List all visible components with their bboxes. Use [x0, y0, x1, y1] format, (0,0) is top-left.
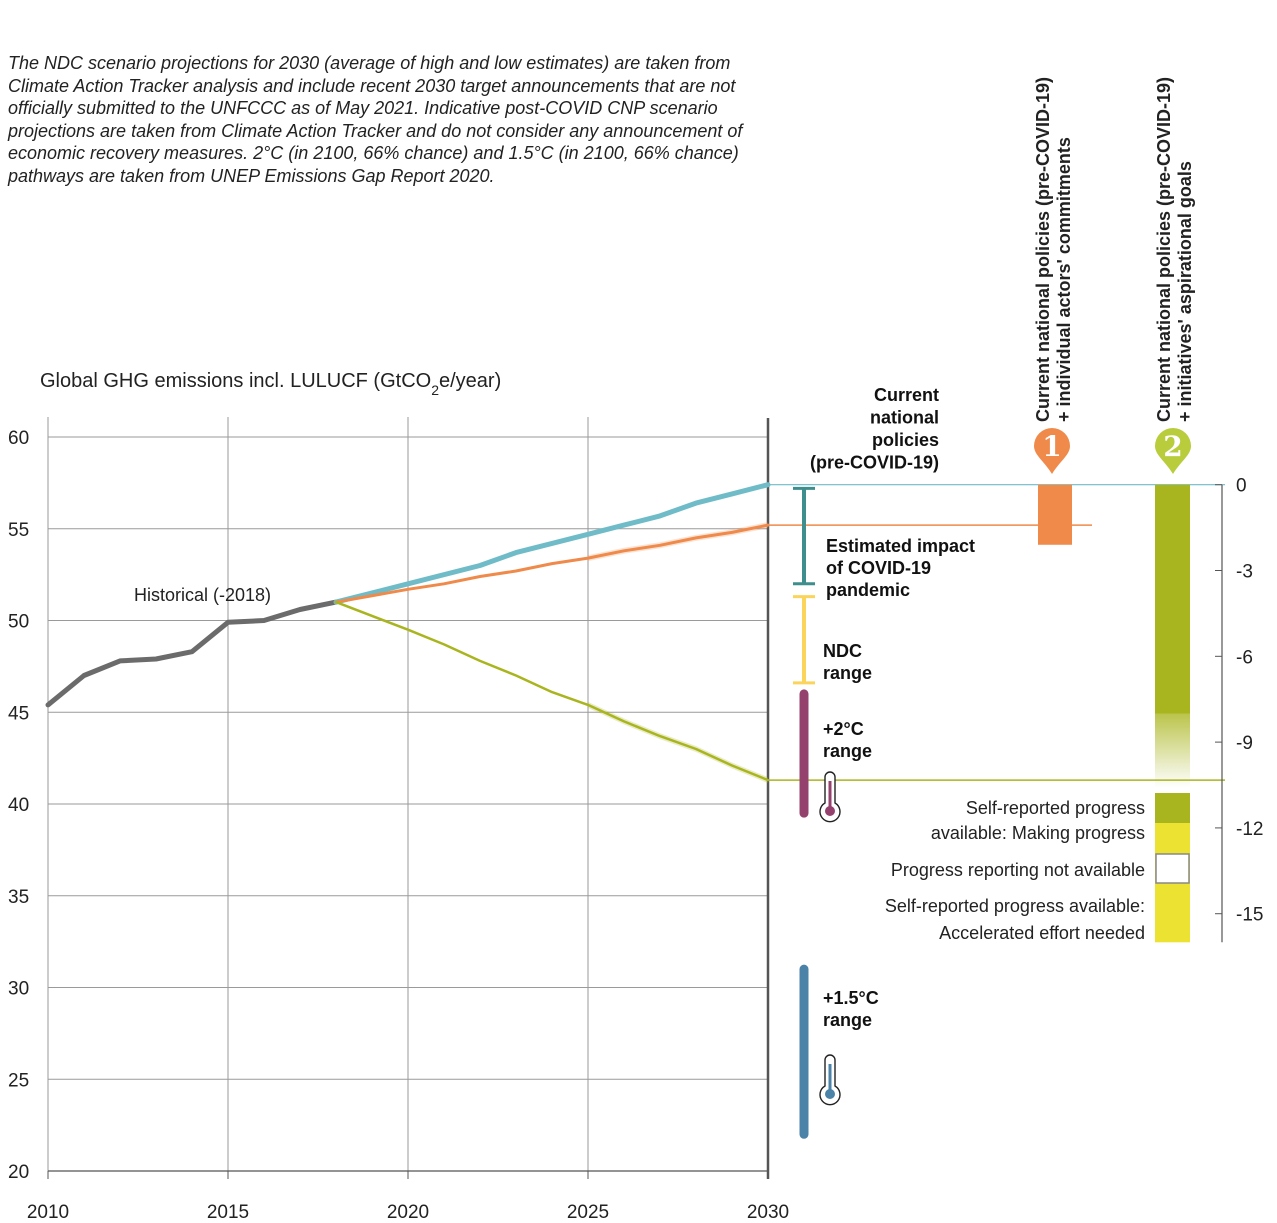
- range-label-ndc: range: [823, 663, 872, 683]
- scenario-2-marker: 2: [1155, 428, 1191, 474]
- y-tick-label: 30: [8, 979, 29, 1000]
- source-note: The NDC scenario projections for 2030 (a…: [8, 53, 743, 186]
- scenario-2-bar-making-progress: [1155, 484, 1190, 714]
- scenario-1-label: Current national policies (pre-COVID-19): [1033, 77, 1053, 422]
- x-tick-label: 2020: [387, 1202, 429, 1223]
- current-policies-label: national: [870, 408, 939, 428]
- legend-swatch-not-available: [1155, 853, 1190, 884]
- legend-label: Accelerated effort needed: [939, 923, 1145, 943]
- current-policies-label: (pre-COVID-19): [810, 453, 939, 473]
- secondary-tick-label: 0: [1236, 476, 1247, 497]
- range-label-covid: Estimated impact: [826, 536, 975, 556]
- secondary-tick-label: -9: [1236, 733, 1253, 754]
- secondary-tick-label: -15: [1236, 905, 1263, 926]
- x-tick-label: 2030: [747, 1202, 789, 1223]
- scenario-1-bar: [1038, 484, 1072, 545]
- legend-swatch-accelerated: [1155, 911, 1190, 941]
- y-tick-label: 20: [8, 1162, 29, 1183]
- thermometer-bulb: [825, 1089, 835, 1099]
- thermometer-2c-icon: [819, 771, 841, 823]
- range-label-one_five_c: range: [823, 1010, 872, 1030]
- y-axis-title: Global GHG emissions incl. LULUCF (GtCO2…: [40, 370, 501, 398]
- thermometer-bulb: [825, 806, 835, 816]
- range-label-covid: pandemic: [826, 580, 910, 600]
- range-label-one_five_c: +1.5°C: [823, 988, 879, 1008]
- thermometer-1-5c-icon: [819, 1054, 841, 1106]
- series-line-historical: [45, 599, 339, 708]
- current-policies-label: policies: [872, 430, 939, 450]
- secondary-tick-label: -6: [1236, 647, 1253, 668]
- scenario-2-label: + initiatives' aspirational goals: [1175, 161, 1195, 422]
- legend-swatch-making-progress: [1155, 793, 1190, 823]
- y-tick-label: 45: [8, 703, 29, 724]
- series-line-ndc_path: [334, 600, 770, 782]
- y-tick-label: 50: [8, 612, 29, 633]
- y-tick-label: 60: [8, 428, 29, 449]
- series-line-current_policies: [333, 482, 771, 605]
- range-label-ndc: NDC: [823, 641, 862, 661]
- legend-label: Progress reporting not available: [891, 860, 1145, 880]
- range-label-two_c: +2°C: [823, 719, 864, 739]
- range-label-covid: of COVID-19: [826, 558, 931, 578]
- y-tick-label: 25: [8, 1070, 29, 1091]
- secondary-tick-label: -3: [1236, 562, 1253, 583]
- pin-shape: [1034, 428, 1070, 474]
- legend-label: Self-reported progress available:: [885, 896, 1145, 916]
- pin-number: 2: [1163, 430, 1182, 463]
- scenario-1-label: + individual actors' commitments: [1054, 137, 1074, 422]
- y-tick-label: 35: [8, 887, 29, 908]
- scenario-2-bar-not-available: [1155, 713, 1190, 788]
- x-tick-label: 2010: [27, 1202, 69, 1223]
- legend-label: available: Making progress: [931, 823, 1145, 843]
- range-label-two_c: range: [823, 741, 872, 761]
- scenario-1-marker: 1: [1034, 428, 1070, 474]
- series-line-covid: [334, 523, 770, 604]
- x-tick-label: 2025: [567, 1202, 609, 1223]
- pin-shape: [1155, 428, 1191, 474]
- x-tick-label: 2015: [207, 1202, 249, 1223]
- y-tick-label: 40: [8, 795, 29, 816]
- y-tick-label: 55: [8, 520, 29, 541]
- scenario-2-label: Current national policies (pre-COVID-19): [1154, 77, 1174, 422]
- current-policies-label: Current: [874, 385, 939, 405]
- historical-label: Historical (-2018): [134, 585, 271, 605]
- legend-label: Self-reported progress: [966, 798, 1145, 818]
- secondary-tick-label: -12: [1236, 819, 1263, 840]
- pin-number: 1: [1042, 430, 1061, 463]
